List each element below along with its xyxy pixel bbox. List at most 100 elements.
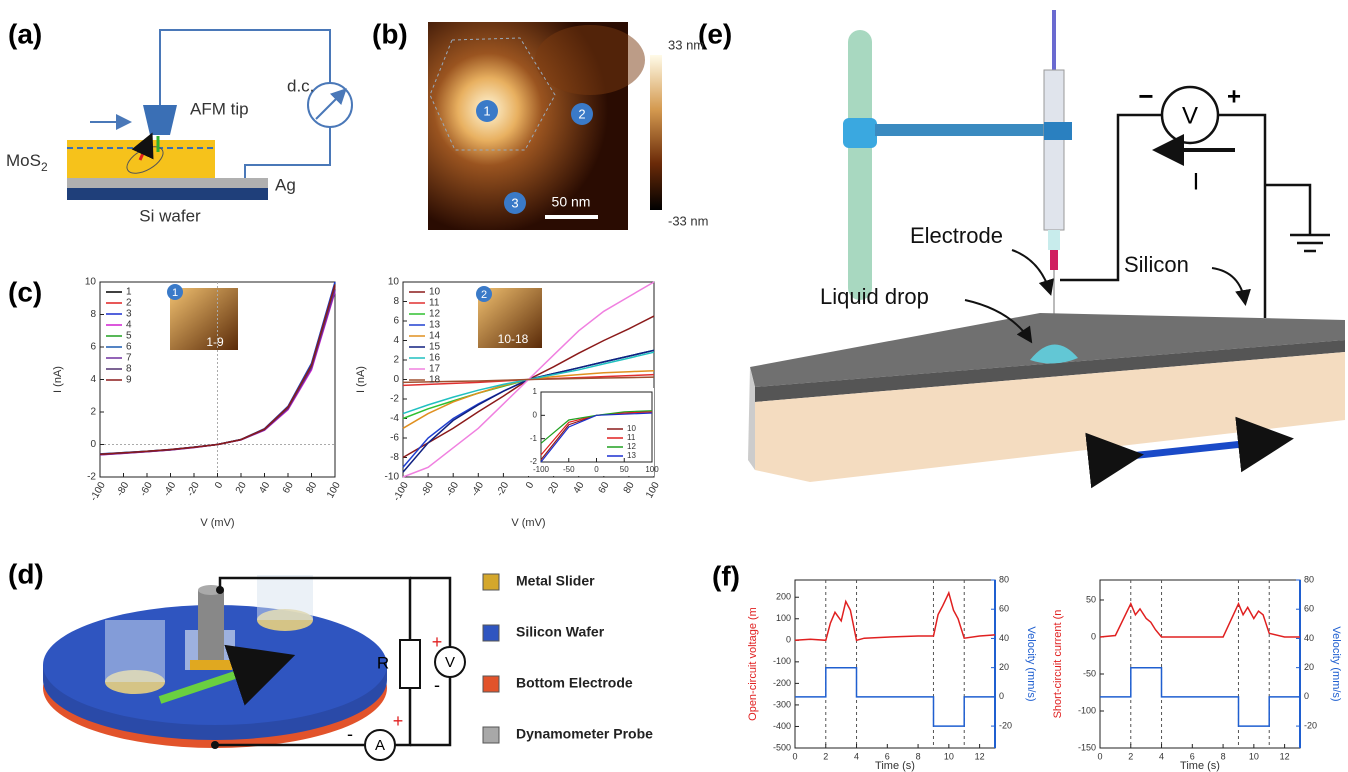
y-tick-label: 0 — [786, 635, 791, 645]
inset-badge: 2 — [481, 289, 487, 301]
x-tick-label: 60 — [597, 480, 612, 496]
x-tick-label: -40 — [469, 480, 486, 498]
y-axis-label: I (nA) — [355, 366, 367, 393]
x-tick-label: 100 — [644, 480, 662, 500]
voltmeter-label: V — [1182, 102, 1198, 129]
y-tick-label: -50 — [1083, 668, 1096, 678]
legend-label: 10 — [627, 424, 636, 433]
legend: Metal Slider Silicon Wafer Bottom Electrod… — [482, 573, 653, 744]
y2-tick-label: -20 — [1304, 720, 1317, 730]
y-tick-label: 6 — [393, 316, 399, 327]
series-line — [795, 666, 995, 727]
legend-label: 17 — [429, 364, 441, 375]
sign: - — [434, 675, 440, 695]
legend-label: 15 — [429, 342, 441, 353]
y-tick-label: 200 — [776, 592, 791, 602]
x-tick-label: 100 — [325, 480, 343, 500]
x-tick-label: 0 — [524, 480, 537, 491]
legend-label: 9 — [126, 375, 132, 386]
legend-label: Dynamometer Probe — [516, 726, 653, 742]
y-tick-label: 10 — [388, 277, 400, 288]
y-tick-label: -400 — [773, 721, 791, 731]
scalebar-label: 50 nm — [552, 194, 591, 210]
legend-label: Metal Slider — [516, 573, 595, 589]
colorbar-max: 33 nm — [668, 37, 704, 52]
series-line — [99, 284, 336, 456]
legend-label: 8 — [126, 364, 132, 375]
legend-label: 18 — [429, 375, 441, 386]
y2-tick-label: 20 — [999, 662, 1009, 672]
x-tick-label: 50 — [620, 465, 629, 474]
ag-label: Ag — [275, 175, 296, 194]
x-tick-label: 60 — [281, 480, 296, 496]
y2-tick-label: 40 — [1304, 633, 1314, 643]
legend-label: 7 — [126, 353, 132, 364]
y-tick-label: 1 — [533, 387, 538, 396]
y-tick-label: -100 — [1078, 705, 1096, 715]
inset-badge: 1 — [172, 287, 178, 299]
afm-image — [428, 22, 662, 230]
x-tick-label: -100 — [391, 480, 411, 503]
series-line — [1100, 666, 1300, 727]
wafer-label: Si wafer — [139, 206, 201, 225]
sign: - — [347, 724, 353, 744]
y-axis-label: I (nA) — [52, 366, 64, 393]
inset-bg — [527, 388, 654, 476]
x-tick-label: 0 — [213, 480, 226, 491]
series-line — [1099, 601, 1300, 638]
y-tick-label: -2 — [87, 472, 96, 483]
panel-label: (e) — [698, 18, 732, 49]
y-tick-label: 0 — [533, 410, 538, 419]
x-tick-label: 6 — [885, 751, 890, 761]
x-axis-label: Time (s) — [1180, 760, 1220, 772]
y-tick-label: -4 — [390, 413, 399, 424]
x-tick-label: 4 — [1159, 751, 1164, 761]
x-tick-label: -80 — [419, 480, 436, 498]
x-tick-label: -80 — [115, 480, 132, 498]
legend-label: 3 — [126, 309, 132, 320]
y-tick-label: -300 — [773, 699, 791, 709]
y-tick-label: 0 — [90, 439, 96, 450]
x-tick-label: 40 — [257, 480, 272, 496]
y-tick-label: 50 — [1086, 594, 1096, 604]
y-tick-label: 8 — [90, 309, 96, 320]
x-tick-label: 20 — [234, 480, 249, 496]
ammeter-label: A — [375, 737, 385, 754]
series-line — [794, 590, 996, 642]
y2-tick-label: -20 — [999, 720, 1012, 730]
legend-label: 12 — [429, 309, 441, 320]
legend-label: 14 — [429, 331, 441, 342]
x-tick-label: 8 — [916, 751, 921, 761]
y2-tick-label: 80 — [999, 574, 1009, 584]
x-tick-label: 2 — [1128, 751, 1133, 761]
y-tick-label: 0 — [1091, 631, 1096, 641]
y2-tick-label: 80 — [1304, 574, 1314, 584]
y-tick-label: -10 — [385, 472, 400, 483]
panel-label: (c) — [8, 276, 42, 307]
y-tick-label: 10 — [85, 277, 97, 288]
inset-range: 1-9 — [206, 335, 224, 349]
legend-swatch — [482, 573, 500, 591]
x-tick-label: 12 — [975, 751, 985, 761]
x-tick-label: 10 — [944, 751, 954, 761]
series-line — [540, 412, 653, 463]
y2-tick-label: 0 — [999, 691, 1004, 701]
y-tick-label: -1 — [530, 434, 538, 443]
x-tick-label: 2 — [823, 751, 828, 761]
y-tick-label: -100 — [773, 656, 791, 666]
panel-label: (b) — [372, 18, 408, 49]
x-tick-label: -100 — [88, 480, 108, 503]
y-tick-label: 4 — [90, 374, 96, 385]
legend-swatch — [482, 624, 500, 642]
marker-label: 1 — [483, 103, 490, 118]
tribo-schematic — [43, 575, 466, 761]
afm-schematic — [67, 29, 353, 200]
marker-label: 3 — [511, 195, 518, 210]
x-tick-label: -20 — [185, 480, 202, 498]
y2-tick-label: 60 — [999, 604, 1009, 614]
legend-label: 1 — [126, 287, 132, 298]
resistor-label: R — [377, 653, 389, 672]
x-tick-label: 4 — [854, 751, 859, 761]
voltmeter-label: V — [445, 654, 455, 671]
electrode-label: Electrode — [910, 223, 1003, 248]
